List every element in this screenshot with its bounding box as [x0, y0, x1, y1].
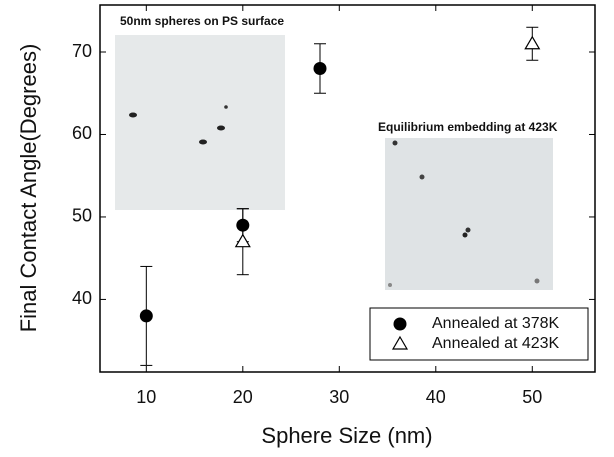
y-tick-label: 70 [72, 41, 92, 61]
annotation: 50nm spheres on PS surface [120, 14, 284, 28]
legend-label: Annealed at 423K [432, 335, 560, 352]
y-axis-label: Final Contact Angle(Degrees) [16, 44, 41, 333]
legend-marker [394, 318, 407, 331]
x-tick-label: 10 [136, 387, 156, 407]
x-axis-label: Sphere Size (nm) [261, 423, 432, 448]
x-tick-label: 20 [233, 387, 253, 407]
y-tick-label: 60 [72, 123, 92, 143]
inset-image [385, 138, 553, 290]
chart: 50nm spheres on PS surface Equilibrium e… [0, 0, 614, 457]
y-tick-label: 40 [72, 288, 92, 308]
x-tick-label: 30 [329, 387, 349, 407]
legend-label: Annealed at 378K [432, 315, 560, 332]
x-tick-label: 50 [522, 387, 542, 407]
x-tick-label: 40 [426, 387, 446, 407]
point [314, 62, 327, 75]
y-tick-label: 50 [72, 206, 92, 226]
point [140, 309, 153, 322]
inset-image [115, 35, 285, 210]
annotation: Equilibrium embedding at 423K [378, 120, 558, 134]
